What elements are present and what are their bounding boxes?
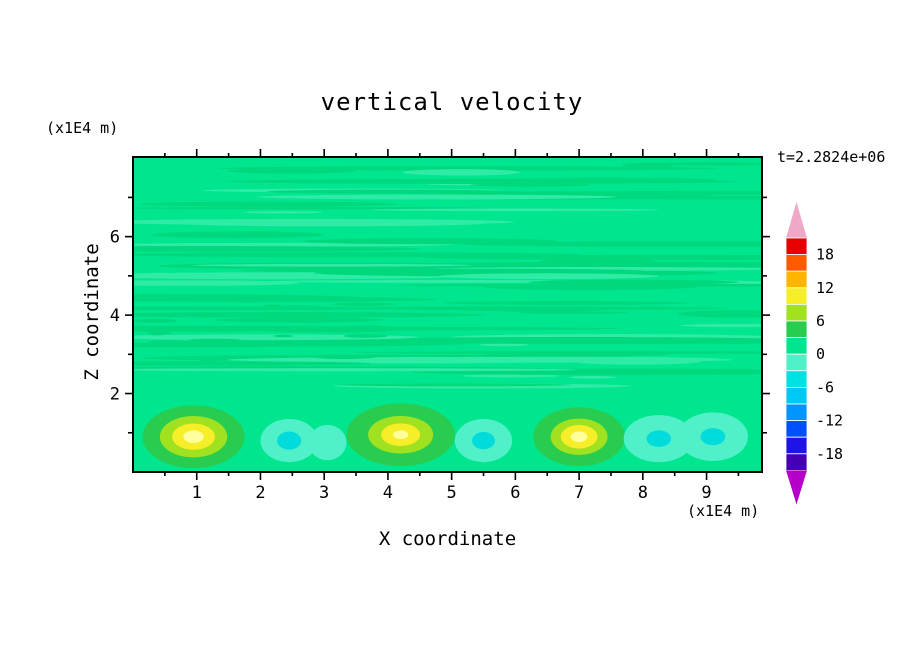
- svg-text:6: 6: [816, 312, 825, 330]
- svg-text:18: 18: [816, 246, 834, 264]
- contour-field: [133, 157, 762, 472]
- svg-text:-12: -12: [816, 412, 843, 430]
- svg-text:9: 9: [701, 483, 711, 503]
- colorbar-under-arrow: [786, 470, 807, 505]
- colorbar-over-arrow: [786, 202, 807, 238]
- downdraft-blob: [677, 412, 748, 462]
- svg-text:3: 3: [319, 483, 329, 503]
- svg-text:-18: -18: [816, 445, 843, 463]
- svg-text:6: 6: [110, 228, 120, 248]
- updraft-blob: [346, 403, 455, 467]
- svg-text:8: 8: [638, 483, 648, 503]
- downdraft-blob: [454, 419, 513, 463]
- contour-plot: 1 2 3 4 5 6 7 8 9 2 4 6: [110, 149, 770, 503]
- downdraft-blob: [623, 415, 694, 463]
- x-axis-title: X coordinate: [378, 528, 517, 550]
- colorbar-segments: [785, 237, 808, 471]
- svg-text:1: 1: [192, 483, 202, 503]
- updraft-blob: [142, 405, 245, 469]
- svg-text:6: 6: [510, 483, 520, 503]
- figure-title: vertical velocity: [320, 88, 584, 116]
- svg-text:2: 2: [255, 483, 265, 503]
- svg-text:12: 12: [816, 279, 834, 297]
- svg-text:0: 0: [816, 345, 825, 363]
- colorbar-labels: 18 12 6 0 -6 -12 -18: [816, 246, 843, 463]
- downdraft-blob: [260, 419, 318, 463]
- updraft-blob: [533, 407, 625, 467]
- y-axis-unit: (x1E4 m): [46, 119, 119, 137]
- svg-text:7: 7: [574, 483, 584, 503]
- axis-ticks: [125, 149, 770, 480]
- time-annotation: t=2.2824e+06: [777, 148, 886, 166]
- x-axis-unit: (x1E4 m): [687, 502, 760, 520]
- svg-text:2: 2: [110, 385, 120, 405]
- tick-labels: 1 2 3 4 5 6 7 8 9 2 4 6: [110, 228, 712, 503]
- colorbar: 18 12 6 0 -6 -12 -18: [785, 202, 843, 505]
- svg-text:4: 4: [383, 483, 393, 503]
- svg-text:-6: -6: [816, 378, 834, 396]
- svg-text:4: 4: [110, 306, 120, 326]
- striation-layer: [133, 162, 762, 389]
- svg-text:5: 5: [447, 483, 457, 503]
- downdraft-blob: [308, 424, 347, 461]
